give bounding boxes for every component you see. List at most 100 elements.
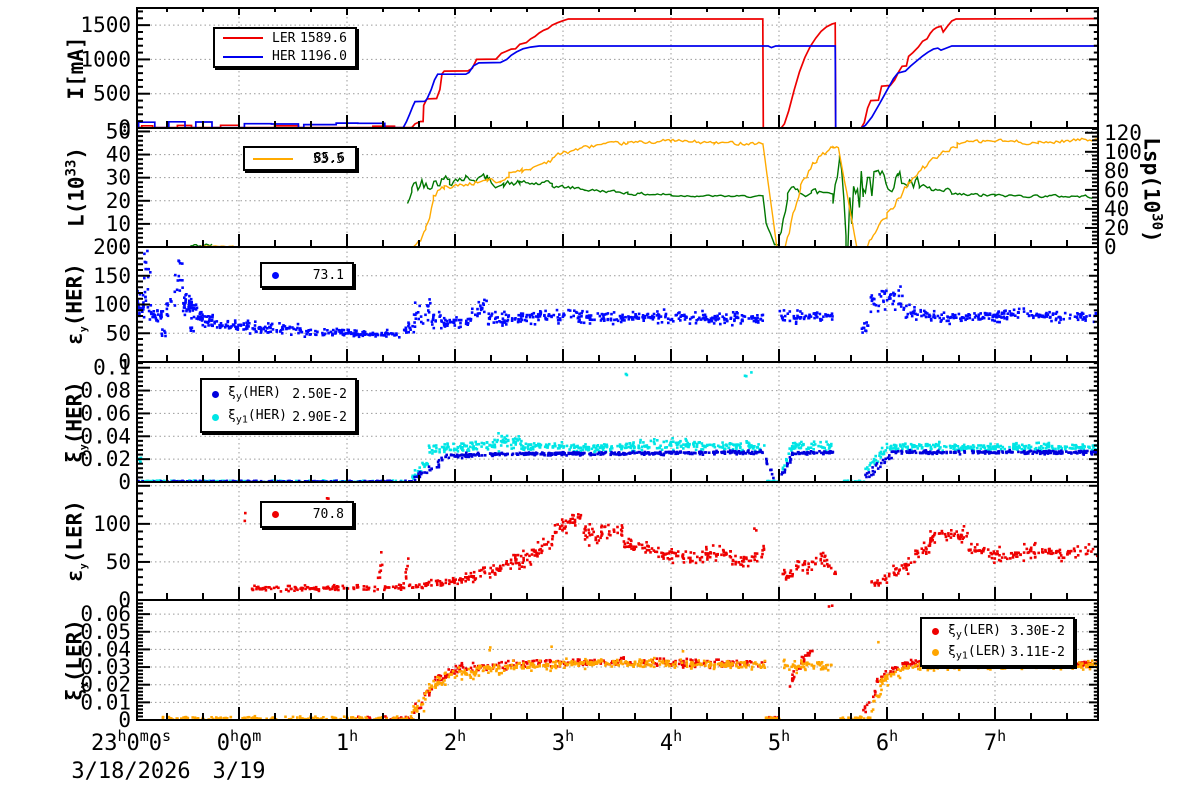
- legend-label-sub: y: [235, 391, 242, 403]
- legend-label-base: ξ: [948, 622, 956, 638]
- panel-3-series: [137, 249, 1098, 339]
- legend-row-xy1-her: ξy1(HER) 2.90E-2: [210, 408, 347, 426]
- legend-label: ξy(LER): [948, 623, 1001, 641]
- axis-title-text: L(10: [64, 176, 89, 228]
- axis-title-text: ): [1139, 230, 1164, 243]
- axis-title-sub: y: [78, 326, 90, 333]
- legend-row-xy-ler: ξy(LER) 3.30E-2: [930, 622, 1065, 640]
- svg-text:0.06: 0.06: [80, 401, 131, 425]
- panel-1-grid: [137, 8, 1098, 128]
- series-ey(LER): [243, 497, 1098, 593]
- xy1-ler-marker: [932, 649, 939, 657]
- panel-6-tick-labels: 00.010.020.030.040.050.06: [80, 602, 131, 732]
- axis-title-text: Lsp(10: [1139, 137, 1164, 214]
- legend-label-sub: y1: [955, 650, 968, 662]
- svg-text:1500: 1500: [80, 13, 131, 37]
- legend-label-rest: (LER): [967, 643, 1008, 659]
- legend-label: HER: [272, 49, 296, 65]
- xy-ler-marker: [932, 627, 939, 635]
- svg-text:20: 20: [106, 189, 131, 213]
- y-axis-title-xy-her: ξy(HER): [62, 381, 89, 463]
- svg-text:40: 40: [1104, 197, 1129, 221]
- svg-text:120: 120: [1104, 121, 1142, 145]
- legend-row-her: HER 1196.0: [223, 48, 347, 66]
- legend-value: 70.8: [312, 507, 344, 522]
- panel-1: 0 500 1000 1500: [80, 7, 1099, 140]
- axis-title-text: ): [64, 146, 89, 160]
- y-axis-title-ey-her: εy(HER): [62, 263, 89, 345]
- xy1-her-marker: [212, 413, 219, 421]
- axis-title-sup: 33: [63, 159, 80, 177]
- legend-value-overlap: 53.5: [312, 151, 344, 167]
- legend-value: 2.90E-2: [292, 409, 347, 425]
- xy-her-marker: [212, 390, 219, 398]
- axis-title-sub: y: [78, 682, 90, 689]
- legend-value: 1196.0: [300, 49, 347, 65]
- y-axis-title-current: I[mA]: [64, 36, 88, 99]
- panel-1-series: [137, 17, 1098, 128]
- y-axis-title-luminosity: L(1033): [64, 147, 89, 227]
- panel-5-grid: [137, 482, 1098, 600]
- ler-line-sample: [223, 37, 263, 40]
- axis-title-sub: y: [78, 444, 90, 451]
- legend-label-base: ξ: [228, 408, 236, 424]
- svg-text:40: 40: [106, 143, 131, 167]
- series-xy(HER): [137, 448, 1098, 482]
- axis-title-sup: 30: [1148, 213, 1165, 231]
- panel-4-tick-labels: 00.020.040.060.080.1: [80, 356, 131, 494]
- legend-label-base: ξ: [228, 385, 236, 401]
- svg-text:50: 50: [106, 550, 131, 574]
- svg-text:0: 0: [1104, 235, 1117, 259]
- legend-label-base: ξ: [948, 643, 956, 659]
- legend-value: 85.6: [313, 150, 345, 166]
- axis-title-text: ξ: [62, 688, 87, 701]
- legend-label: ξy(HER): [228, 385, 281, 403]
- panel-6-grid: [137, 600, 1098, 720]
- legend-row-xy-her: ξy(HER) 2.50E-2: [210, 385, 347, 403]
- axis-title-text: (LER): [62, 500, 87, 564]
- legend-value: 73.1: [312, 267, 344, 283]
- axis-title-text: ε: [62, 569, 87, 582]
- svg-text:500: 500: [93, 82, 131, 106]
- legend-row-luminosity: 53.5 85.6: [253, 150, 347, 168]
- svg-text:0: 0: [118, 350, 131, 374]
- svg-text:100: 100: [93, 512, 131, 536]
- ey-her-marker: [272, 271, 279, 279]
- legend-label: ξy1(HER): [228, 408, 287, 426]
- legend-label-rest: (HER): [247, 408, 288, 424]
- svg-text:0: 0: [118, 116, 131, 140]
- svg-text:60: 60: [1104, 178, 1129, 202]
- axis-title-text: (HER): [62, 263, 87, 327]
- y-axis-title-ey-ler: εy(LER): [62, 500, 89, 582]
- svg-text:0: 0: [118, 235, 131, 259]
- y-axis-title-xy-ler: ξy(LER): [62, 619, 89, 701]
- svg-text:0: 0: [118, 588, 131, 612]
- panel-5: 0 50 100: [93, 481, 1099, 612]
- legend-value: 1589.6: [300, 30, 347, 46]
- legend-value: 3.30E-2: [1010, 623, 1065, 639]
- legend-row-ey-her: 73.1: [270, 266, 344, 284]
- legend-overlapped-values: 53.5 85.6: [293, 150, 347, 168]
- svg-text:80: 80: [1104, 159, 1129, 183]
- svg-text:100: 100: [1104, 140, 1142, 164]
- axis-title-text: (HER): [62, 381, 87, 445]
- legend-value: 3.11E-2: [1010, 645, 1065, 661]
- legend-luminosity: 53.5 85.6: [243, 146, 357, 171]
- panel-1-tick-labels: 0 500 1000 1500: [80, 13, 131, 140]
- svg-text:50: 50: [106, 321, 131, 345]
- series-HER: [137, 45, 1098, 128]
- panel-6: 00.010.020.030.040.050.06: [80, 599, 1099, 732]
- legend-row-xy1-ler: ξy1(LER) 3.11E-2: [930, 644, 1065, 662]
- legend-value: 2.50E-2: [292, 386, 347, 402]
- legend-label-sub: y: [955, 629, 962, 641]
- svg-text:100: 100: [93, 293, 131, 317]
- panel-3: 0 50 100 150 200: [93, 235, 1099, 374]
- ey-ler-marker: [272, 511, 279, 518]
- svg-text:150: 150: [93, 264, 131, 288]
- svg-text:0.1: 0.1: [93, 356, 131, 380]
- axis-title-text: ε: [62, 332, 87, 345]
- series-xy1(LER): [161, 640, 1098, 720]
